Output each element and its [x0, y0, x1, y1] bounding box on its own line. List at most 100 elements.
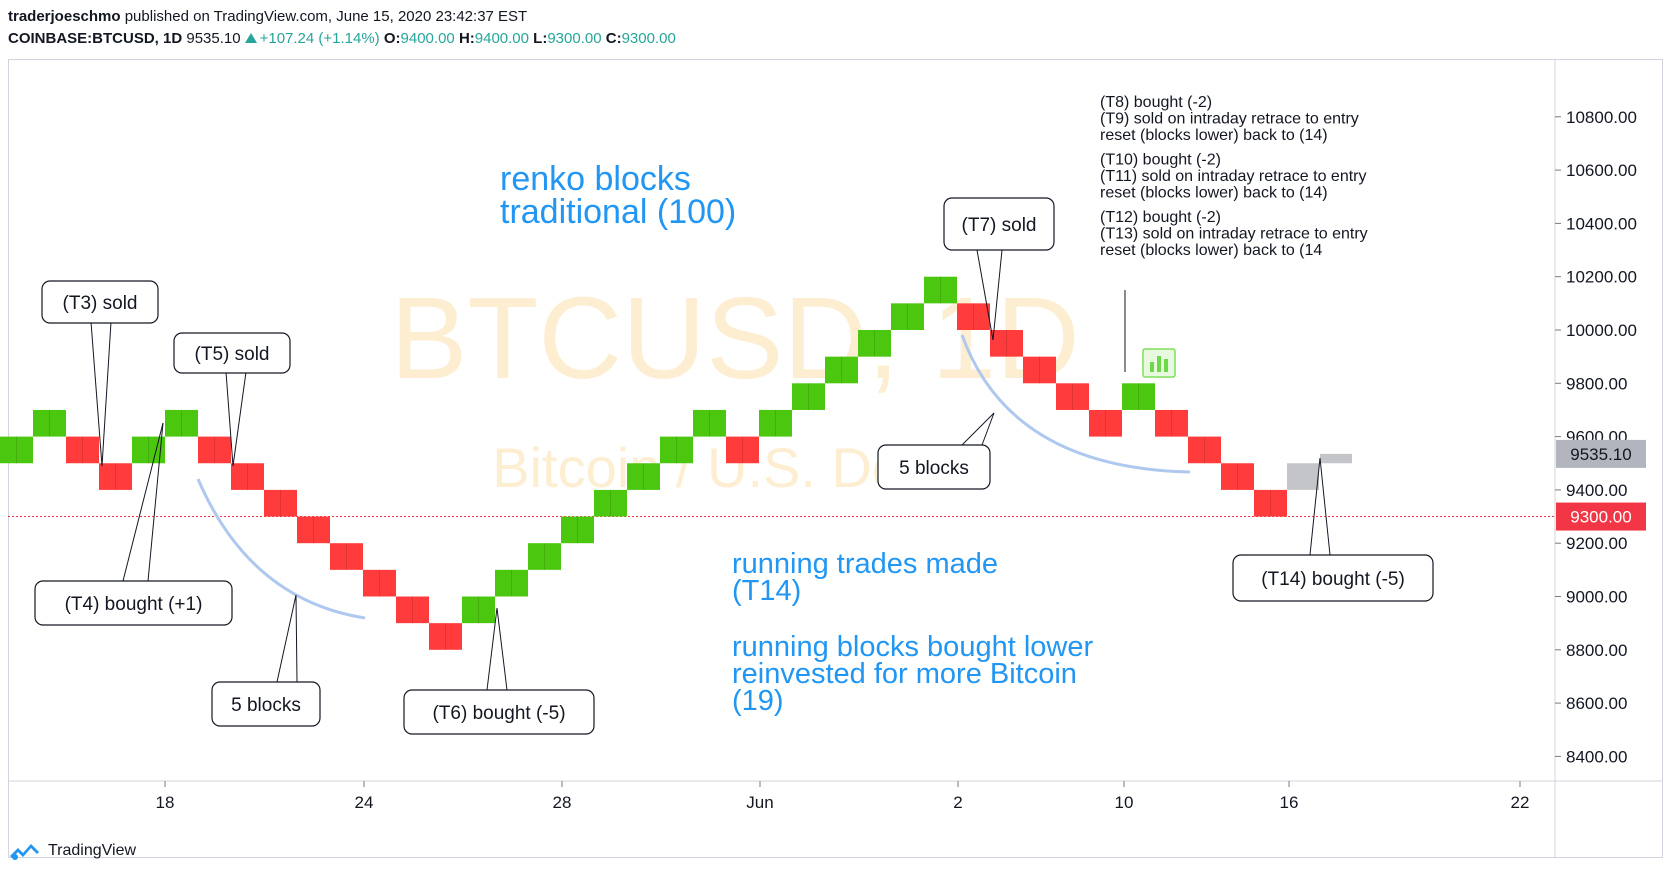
low-label: L:	[533, 30, 548, 47]
renko-brick-down	[1254, 489, 1287, 517]
callout-t6[interactable]: (T6) bought (-5)	[403, 689, 595, 735]
tradingview-brand: TradingView	[48, 842, 137, 859]
renko-brick-up	[1122, 383, 1155, 410]
callout-box	[877, 444, 991, 490]
price-change: +107.24 (+1.14%)	[259, 30, 380, 47]
callout-text: (T5) sold	[195, 344, 270, 365]
low-value: 9300.00	[547, 30, 602, 47]
renko-brick-down	[990, 330, 1023, 357]
ohlc-legend: COINBASE:BTCUSD, 1D 9535.10 +107.24 (+1.1…	[8, 30, 676, 47]
current-price-label: 9535.10	[1556, 439, 1646, 468]
renko-brick-pending	[1320, 453, 1352, 464]
price-tick-label: 9000.00	[1566, 588, 1627, 607]
price-tick-label: 10400.00	[1566, 214, 1637, 233]
published-text: published on TradingView.com, June 15, 2…	[124, 8, 528, 25]
price-tick-label: 10600.00	[1566, 161, 1637, 180]
renko-brick-up	[660, 436, 693, 464]
renko-brick-down	[1023, 356, 1056, 384]
bar-chart-icon[interactable]	[1142, 348, 1176, 378]
tradingview-logo-icon	[10, 844, 39, 860]
running-blocks-line-2: reinvested for more Bitcoin	[732, 658, 1077, 690]
renko-annotation[interactable]: renko blocks traditional (100)	[500, 160, 736, 231]
renko-brick-up	[858, 330, 891, 357]
running-trades-annotation[interactable]: running trades made (T14)	[732, 548, 998, 607]
renko-brick-up	[891, 303, 924, 330]
renko-brick-pending	[1287, 463, 1319, 490]
callout-t5[interactable]: (T5) sold	[173, 332, 291, 374]
red-line-price-label: 9300.00	[1556, 502, 1646, 531]
callout-text: (T14) bought (-5)	[1261, 569, 1405, 590]
time-tick-label: 28	[553, 793, 572, 812]
price-axis[interactable]: 8400.00 8600.00 8800.00 9000.00 9200.00 9400.…	[1555, 108, 1637, 767]
running-trades-line-1: running trades made	[732, 548, 998, 580]
callout-text: 5 blocks	[231, 695, 301, 716]
time-axis[interactable]: 18 24 28 Jun 2 10 16 22	[156, 781, 1530, 812]
time-tick-label: Jun	[746, 793, 773, 812]
callout-box	[211, 681, 321, 727]
renko-brick-up	[759, 409, 792, 437]
renko-brick-down	[726, 436, 759, 464]
trade-note-line: (T10) bought (-2)	[1100, 152, 1221, 169]
renko-line-1: renko blocks	[500, 160, 691, 198]
high-label: H:	[458, 30, 475, 47]
renko-brick-down	[66, 436, 99, 464]
time-tick-label: 2	[953, 793, 962, 812]
symbol-label[interactable]: COINBASE:BTCUSD, 1D	[8, 30, 183, 47]
price-tick-label: 10200.00	[1566, 268, 1637, 287]
renko-brick-up	[0, 436, 33, 464]
renko-brick-down	[1221, 463, 1254, 490]
renko-brick-up	[825, 356, 858, 384]
time-tick-label: 16	[1280, 793, 1299, 812]
running-blocks-line-1: running blocks bought lower	[732, 631, 1093, 663]
time-tick-label: 18	[156, 793, 175, 812]
trade-note-line: (T9) sold on intraday retrace to entry	[1100, 111, 1359, 128]
running-blocks-line-3: (19)	[732, 685, 784, 717]
decline-curve-2	[960, 334, 1191, 474]
author-name[interactable]: traderjoeschmo	[8, 8, 121, 25]
renko-brick-up	[627, 463, 660, 490]
price-tick-label: 9200.00	[1566, 534, 1627, 553]
trade-note-line: reset (blocks lower) back to (14	[1100, 242, 1322, 259]
callout-t4[interactable]: (T4) bought (+1)	[34, 580, 233, 626]
callouts[interactable]: (T3) sold (T5) sold (T4) bought (+1) 5 bloc…	[34, 197, 1434, 735]
trade-notes-annotation[interactable]: (T8) bought (-2)(T9) sold on intraday re…	[1100, 94, 1368, 259]
decline-curve-1	[196, 478, 366, 620]
red-line-price-text: 9300.00	[1570, 508, 1631, 527]
renko-brick-up	[792, 383, 825, 410]
trade-note-line: (T8) bought (-2)	[1100, 94, 1212, 111]
renko-brick-up	[33, 409, 66, 437]
callout-box	[943, 197, 1055, 251]
callout-t7[interactable]: (T7) sold	[943, 197, 1055, 251]
high-value: 9400.00	[474, 30, 529, 47]
renko-brick-down	[429, 623, 462, 650]
callout-box	[41, 280, 159, 324]
price-tick-label: 8600.00	[1566, 694, 1627, 713]
footer-branding[interactable]: TradingView	[8, 840, 136, 862]
renko-brick-up	[561, 516, 594, 544]
callout-text: (T6) bought (-5)	[432, 703, 565, 724]
renko-brick-down	[297, 516, 330, 544]
renko-brick-down	[330, 543, 363, 570]
callout-text: (T7) sold	[962, 215, 1037, 236]
renko-brick-down	[198, 436, 231, 464]
renko-brick-up	[495, 569, 528, 597]
renko-brick-down	[1155, 409, 1188, 437]
callout-fiveblocks1[interactable]: 5 blocks	[211, 681, 321, 727]
running-blocks-annotation[interactable]: running blocks bought lower reinvested f…	[732, 631, 1093, 717]
renko-brick-down	[1188, 436, 1221, 464]
renko-brick-down	[1056, 383, 1089, 410]
renko-brick-down	[363, 569, 396, 597]
trade-note-line: reset (blocks lower) back to (14)	[1100, 127, 1328, 144]
time-tick-label: 22	[1511, 793, 1530, 812]
current-price-text: 9535.10	[1570, 445, 1631, 464]
price-tick-label: 9800.00	[1566, 374, 1627, 393]
callout-t14[interactable]: (T14) bought (-5)	[1232, 554, 1434, 602]
callout-fiveblocks2[interactable]: 5 blocks	[877, 444, 991, 490]
callout-box	[1232, 554, 1434, 602]
open-label: O:	[383, 30, 401, 47]
callout-t3[interactable]: (T3) sold	[41, 280, 159, 324]
renko-brick-up	[528, 543, 561, 570]
renko-brick-down	[957, 303, 990, 330]
callout-text: 5 blocks	[899, 458, 969, 479]
